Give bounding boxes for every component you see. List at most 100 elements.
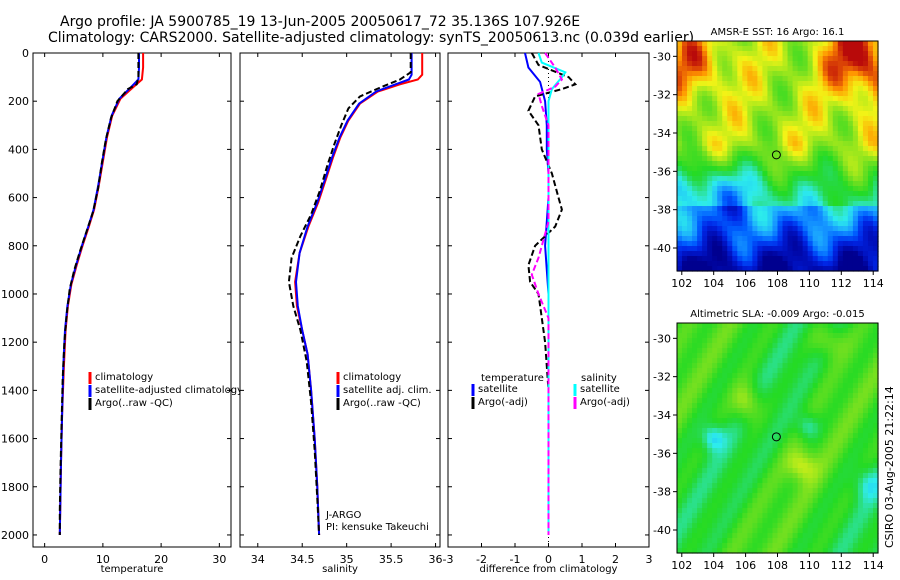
sst_map-cell (742, 146, 748, 152)
sst_map-cell (707, 176, 713, 182)
sst_map-cell (762, 71, 769, 77)
sla_map-cell (767, 373, 774, 379)
sla_map-cell (707, 373, 713, 379)
sla_map-cell (857, 513, 864, 519)
sst_map-cell (757, 91, 764, 97)
sst_map-cell (817, 146, 824, 152)
sst_map-cell (697, 156, 703, 162)
sst_map-cell (702, 156, 708, 162)
sst_map-cell (692, 236, 698, 242)
sst_map-ytick-label: -40 (653, 242, 671, 255)
sst_map-cell (747, 161, 753, 167)
sst_map-cell (797, 56, 804, 62)
sla_map-cell (767, 463, 774, 469)
sst_map-cell (707, 91, 713, 97)
sst_map-cell (807, 41, 814, 47)
sla_map-cell (712, 528, 718, 534)
sst_map-cell (747, 166, 753, 172)
sla_map-cell (692, 328, 698, 334)
sla_map-cell (817, 488, 824, 494)
sst_map-cell (792, 151, 799, 157)
sst_map-cell (767, 191, 774, 197)
sla_map-cell (802, 483, 809, 489)
sla_map-cell (837, 383, 844, 389)
sla_map-cell (717, 323, 723, 329)
sst_map-cell (717, 156, 723, 162)
sst_map-cell (737, 181, 743, 187)
sla_map-cell (857, 398, 864, 404)
sst_map-cell (817, 106, 824, 112)
sst_map-cell (682, 176, 688, 182)
sst_map-cell (862, 126, 869, 132)
sst_map-cell (872, 51, 879, 57)
sst_map-cell (782, 206, 789, 212)
sst_map-cell (757, 256, 764, 262)
sla_map-cell (772, 523, 779, 529)
sla_map-cell (757, 413, 764, 419)
sla_map-cell (817, 388, 824, 394)
sst_map-cell (737, 61, 743, 67)
sla_map-cell (732, 423, 738, 429)
sla_map-cell (762, 443, 769, 449)
sla_map-cell (727, 438, 733, 444)
sst_map-cell (812, 256, 819, 262)
sla_map-cell (722, 433, 728, 439)
sst_map-cell (737, 256, 743, 262)
sla_map-cell (702, 363, 708, 369)
sla_map-cell (752, 528, 759, 534)
sst_map-cell (762, 186, 769, 192)
sst_map-cell (697, 41, 703, 47)
sla_map-cell (752, 408, 759, 414)
sst_map-cell (827, 156, 834, 162)
sla_map-cell (732, 498, 738, 504)
sst_map-cell (812, 191, 819, 197)
sst_map-cell (857, 191, 864, 197)
sst_map-cell (687, 91, 693, 97)
sst_map-cell (702, 201, 708, 207)
sla_map-cell (862, 463, 869, 469)
sla_map-cell (702, 398, 708, 404)
sst_map-cell (772, 241, 779, 247)
sst_map-cell (867, 211, 874, 217)
sst_map-cell (827, 101, 834, 107)
sla_map-cell (702, 348, 708, 354)
sla_map-cell (792, 463, 799, 469)
sla_map-cell (837, 533, 844, 539)
sla_map-cell (867, 453, 874, 459)
sla_map-cell (812, 483, 819, 489)
sla_map-cell (772, 538, 779, 544)
sla_map-cell (687, 368, 693, 374)
sla_map-cell (817, 463, 824, 469)
sst_map-cell (802, 246, 809, 252)
sst_map-cell (847, 166, 854, 172)
sst_map-cell (827, 46, 834, 52)
sst_map-cell (862, 51, 869, 57)
sst_map-cell (827, 86, 834, 92)
sla_map-cell (767, 323, 774, 329)
sla_map-cell (802, 378, 809, 384)
sst_map-cell (817, 251, 824, 257)
sla_map-cell (847, 343, 854, 349)
sla_map-cell (772, 343, 779, 349)
sst_map-cell (697, 46, 703, 52)
sst_map-cell (737, 71, 743, 77)
sla_map-cell (777, 438, 784, 444)
sst_map-cell (812, 46, 819, 52)
sst_map-cell (687, 71, 693, 77)
sst_map-cell (697, 61, 703, 67)
sla_map-cell (782, 363, 789, 369)
sla_map-cell (837, 368, 844, 374)
sla_map-cell (802, 373, 809, 379)
sst_map-cell (692, 46, 698, 52)
sst_map-cell (832, 246, 839, 252)
sla_map-cell (767, 528, 774, 534)
sst_map-cell (707, 51, 713, 57)
sla_map-cell (867, 488, 874, 494)
sla_map-cell (762, 338, 769, 344)
sla_map-cell (677, 378, 683, 384)
sst_map-cell (862, 246, 869, 252)
sla_map-cell (842, 433, 849, 439)
sst_map-cell (762, 111, 769, 117)
sst_map-ytick-label: -30 (653, 50, 671, 63)
sla_map-cell (862, 363, 869, 369)
